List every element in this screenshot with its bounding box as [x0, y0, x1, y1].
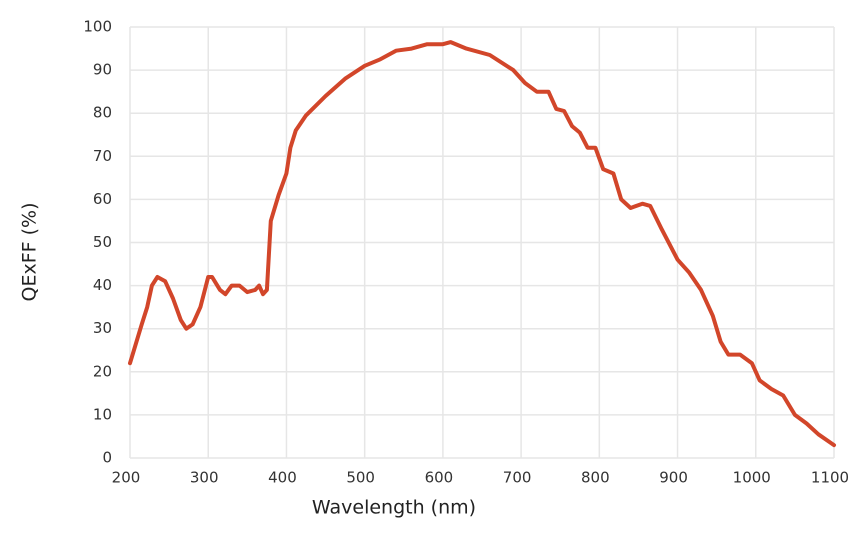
y-tick-label: 60	[93, 190, 112, 208]
x-tick-label: 500	[346, 469, 375, 487]
y-tick-label: 70	[93, 147, 112, 165]
y-tick-label: 40	[93, 276, 112, 294]
y-tick-label: 50	[93, 233, 112, 251]
x-tick-label: 200	[112, 469, 141, 487]
y-tick-label: 80	[93, 104, 112, 122]
y-tick-label: 10	[93, 405, 112, 423]
x-tick-label: 400	[268, 469, 297, 487]
y-tick-label: 90	[93, 61, 112, 79]
x-tick-label: 800	[581, 469, 610, 487]
y-axis-title: QExFF (%)	[19, 203, 41, 302]
y-tick-label: 100	[83, 18, 112, 36]
x-tick-label: 1000	[733, 469, 771, 487]
x-tick-label: 1100	[811, 469, 849, 487]
y-tick-label: 0	[102, 449, 112, 467]
x-tick-label: 300	[190, 469, 219, 487]
x-tick-label: 600	[425, 469, 454, 487]
x-axis-title: Wavelength (nm)	[312, 497, 476, 519]
y-tick-label: 20	[93, 362, 112, 380]
x-tick-label: 700	[503, 469, 532, 487]
y-tick-label: 30	[93, 319, 112, 337]
x-tick-label: 900	[659, 469, 688, 487]
data-line	[128, 40, 836, 448]
